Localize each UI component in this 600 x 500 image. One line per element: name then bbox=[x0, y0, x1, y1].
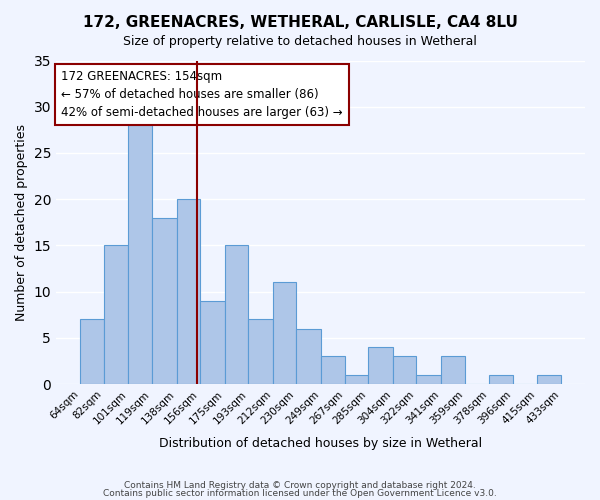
X-axis label: Distribution of detached houses by size in Wetheral: Distribution of detached houses by size … bbox=[159, 437, 482, 450]
Bar bbox=[489, 375, 513, 384]
Bar bbox=[321, 356, 344, 384]
Bar bbox=[296, 328, 321, 384]
Text: 172, GREENACRES, WETHERAL, CARLISLE, CA4 8LU: 172, GREENACRES, WETHERAL, CARLISLE, CA4… bbox=[83, 15, 517, 30]
Text: Contains public sector information licensed under the Open Government Licence v3: Contains public sector information licen… bbox=[103, 488, 497, 498]
Bar bbox=[344, 375, 368, 384]
Bar bbox=[80, 320, 104, 384]
Bar bbox=[225, 246, 248, 384]
Bar bbox=[538, 375, 561, 384]
Bar bbox=[176, 199, 200, 384]
Bar bbox=[273, 282, 296, 384]
Bar bbox=[441, 356, 464, 384]
Bar bbox=[416, 375, 441, 384]
Bar bbox=[128, 125, 152, 384]
Bar bbox=[393, 356, 416, 384]
Text: Contains HM Land Registry data © Crown copyright and database right 2024.: Contains HM Land Registry data © Crown c… bbox=[124, 481, 476, 490]
Y-axis label: Number of detached properties: Number of detached properties bbox=[15, 124, 28, 321]
Bar bbox=[368, 347, 393, 384]
Bar bbox=[152, 218, 176, 384]
Text: Size of property relative to detached houses in Wetheral: Size of property relative to detached ho… bbox=[123, 35, 477, 48]
Bar bbox=[248, 320, 273, 384]
Text: 172 GREENACRES: 154sqm
← 57% of detached houses are smaller (86)
42% of semi-det: 172 GREENACRES: 154sqm ← 57% of detached… bbox=[61, 70, 343, 119]
Bar bbox=[104, 246, 128, 384]
Bar bbox=[200, 301, 225, 384]
